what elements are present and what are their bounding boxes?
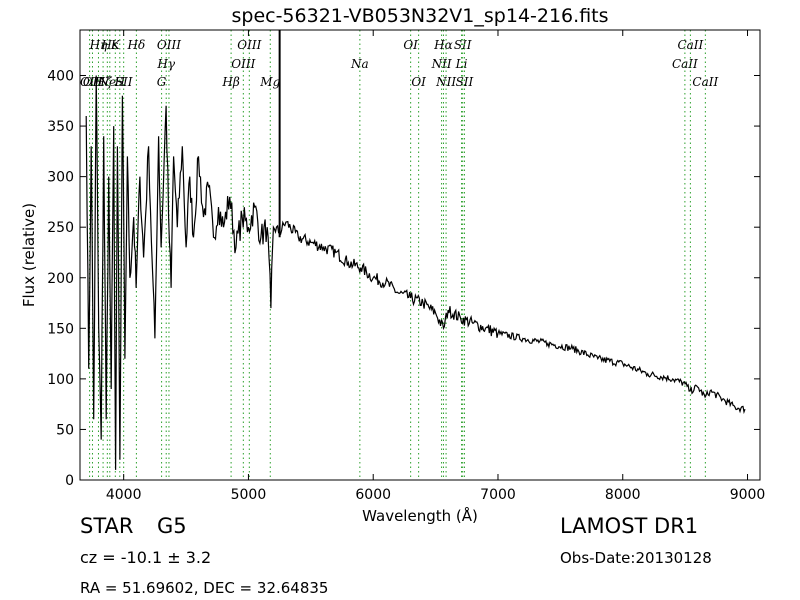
y-tick-label: 250 — [47, 220, 74, 236]
survey-name: LAMOST DR1 — [560, 514, 699, 538]
spectral-line-label: H — [114, 75, 126, 89]
object-class: STAR — [80, 514, 134, 538]
spectral-line-label: OI — [403, 38, 418, 52]
x-axis: 4000 5000 6000 7000 8000 9000 — [106, 30, 765, 503]
x-tick-label: 5000 — [231, 487, 267, 503]
spectral-line-label: CaII — [677, 38, 703, 52]
spectral-line-label: SII — [456, 75, 474, 89]
spectral-line-label: K — [110, 38, 121, 52]
x-tick-label: 9000 — [730, 487, 766, 503]
spectral-line-label: OII — [80, 75, 100, 89]
x-tick-label: 4000 — [106, 487, 142, 503]
spectral-line-label: OIII — [237, 38, 261, 52]
spectral-line-label: Mg — [259, 75, 280, 89]
spectral-lines: OIIOIIHηHζNeHεKHSIIHδGHγOIIIHβOIIIOIIIMg… — [80, 30, 719, 480]
spectral-line-label: Na — [350, 57, 369, 71]
y-tick-label: 150 — [47, 321, 74, 337]
spectral-line-label: Li — [455, 57, 468, 71]
x-tick-label: 8000 — [605, 487, 641, 503]
spectral-line-label: NII — [431, 57, 452, 71]
spectral-line-label: OIII — [157, 38, 181, 52]
spectral-line-label: Hδ — [127, 38, 146, 52]
y-tick-label: 300 — [47, 170, 74, 186]
spectral-line-label: Ne — [98, 75, 117, 89]
flux-series — [85, 30, 746, 470]
spectral-line-label: CaII — [672, 57, 698, 71]
x-axis-label: Wavelength (Å) — [362, 506, 478, 525]
spectral-line-label: CaII — [692, 75, 718, 89]
observation-date: Obs-Date:20130128 — [560, 549, 712, 567]
y-tick-label: 200 — [47, 271, 74, 287]
plot-frame — [79, 29, 761, 481]
spectral-line-label: Hβ — [221, 75, 239, 89]
spectral-line-label: Hε — [100, 38, 118, 52]
x-tick-label: 7000 — [480, 487, 516, 503]
y-tick-label: 50 — [56, 422, 74, 438]
spectral-line-label: OI — [411, 75, 426, 89]
y-tick-label: 100 — [47, 372, 74, 388]
spectral-line-label: SII — [115, 75, 133, 89]
spectral-line-label: Hα — [433, 38, 453, 52]
flux-line — [85, 75, 746, 470]
spectral-line-label: Hγ — [156, 57, 175, 71]
spectral-line-label: Hζ — [94, 75, 113, 89]
x-tick-label: 6000 — [355, 487, 391, 503]
y-tick-label: 350 — [47, 119, 74, 135]
redshift-cz: cz = -10.1 ± 3.2 — [80, 548, 212, 567]
y-axis: 0 50 100 150 200 250 300 350 400 — [47, 69, 760, 489]
object-subclass: G5 — [157, 514, 187, 538]
y-tick-label: 0 — [65, 473, 74, 489]
y-tick-label: 400 — [47, 69, 74, 85]
spectral-line-label: G — [157, 75, 167, 89]
spectral-line-label: OII — [83, 75, 103, 89]
spectral-line-label: NII — [435, 75, 456, 89]
spectral-line-label: SII — [454, 38, 472, 52]
spectral-line-label: OIII — [231, 57, 255, 71]
y-axis-label: Flux (relative) — [20, 203, 38, 307]
chart-title: spec-56321-VB053N32V1_sp14-216.fits — [231, 5, 608, 27]
coordinates: RA = 51.69602, DEC = 32.64835 — [80, 579, 329, 597]
